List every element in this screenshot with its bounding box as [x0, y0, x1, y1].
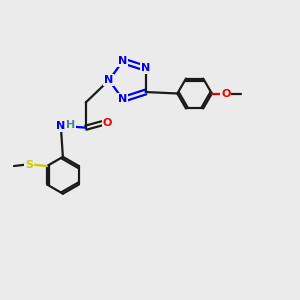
Text: H: H: [66, 120, 76, 130]
Text: O: O: [103, 118, 112, 128]
Text: S: S: [25, 160, 33, 170]
Text: O: O: [221, 88, 230, 98]
Text: N: N: [118, 56, 128, 66]
Text: N: N: [56, 121, 65, 131]
Text: N: N: [104, 75, 114, 85]
Text: N: N: [141, 63, 150, 73]
Text: N: N: [118, 94, 128, 104]
